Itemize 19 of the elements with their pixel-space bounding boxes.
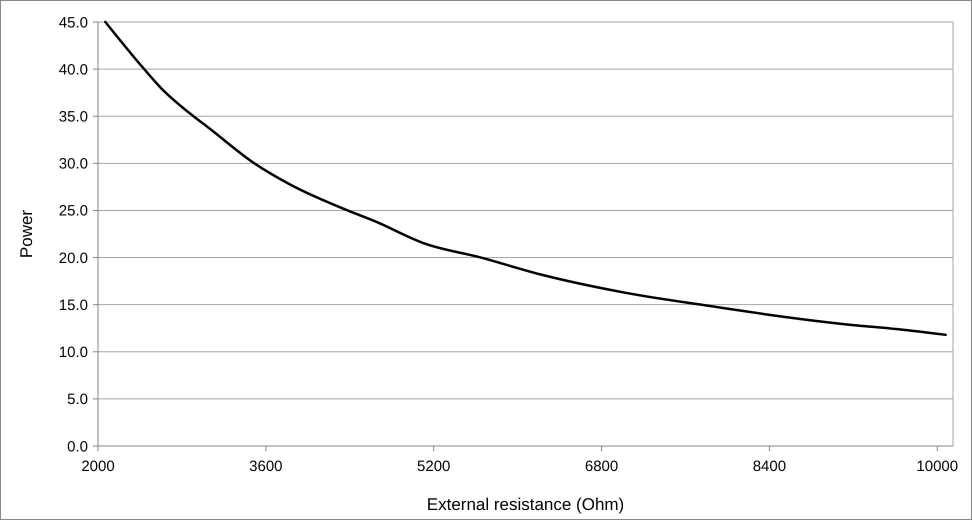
y-tick-label: 30.0 <box>58 156 88 173</box>
x-tick-label: 10000 <box>916 458 958 475</box>
x-axis-title: External resistance (Ohm) <box>426 495 624 514</box>
y-tick-label: 45.0 <box>58 14 88 32</box>
y-tick-label: 5.0 <box>67 391 88 408</box>
y-tick-label: 40.0 <box>58 61 88 78</box>
y-tick-label: 25.0 <box>58 202 88 220</box>
x-tick-label: 8400 <box>752 458 786 475</box>
x-tick-label: 5200 <box>417 458 450 475</box>
x-tick-label: 6800 <box>584 458 618 475</box>
y-tick-label: 0.0 <box>67 438 88 456</box>
y-axis-title: Power <box>17 210 36 258</box>
y-tick-label: 35.0 <box>58 108 88 126</box>
x-tick-label: 3600 <box>249 458 283 475</box>
y-tick-label: 20.0 <box>58 250 88 267</box>
y-tick-label: 10.0 <box>58 344 88 362</box>
x-tick-label: 2000 <box>81 458 115 475</box>
y-tick-label: 15.0 <box>58 296 88 314</box>
line-series <box>104 20 947 336</box>
